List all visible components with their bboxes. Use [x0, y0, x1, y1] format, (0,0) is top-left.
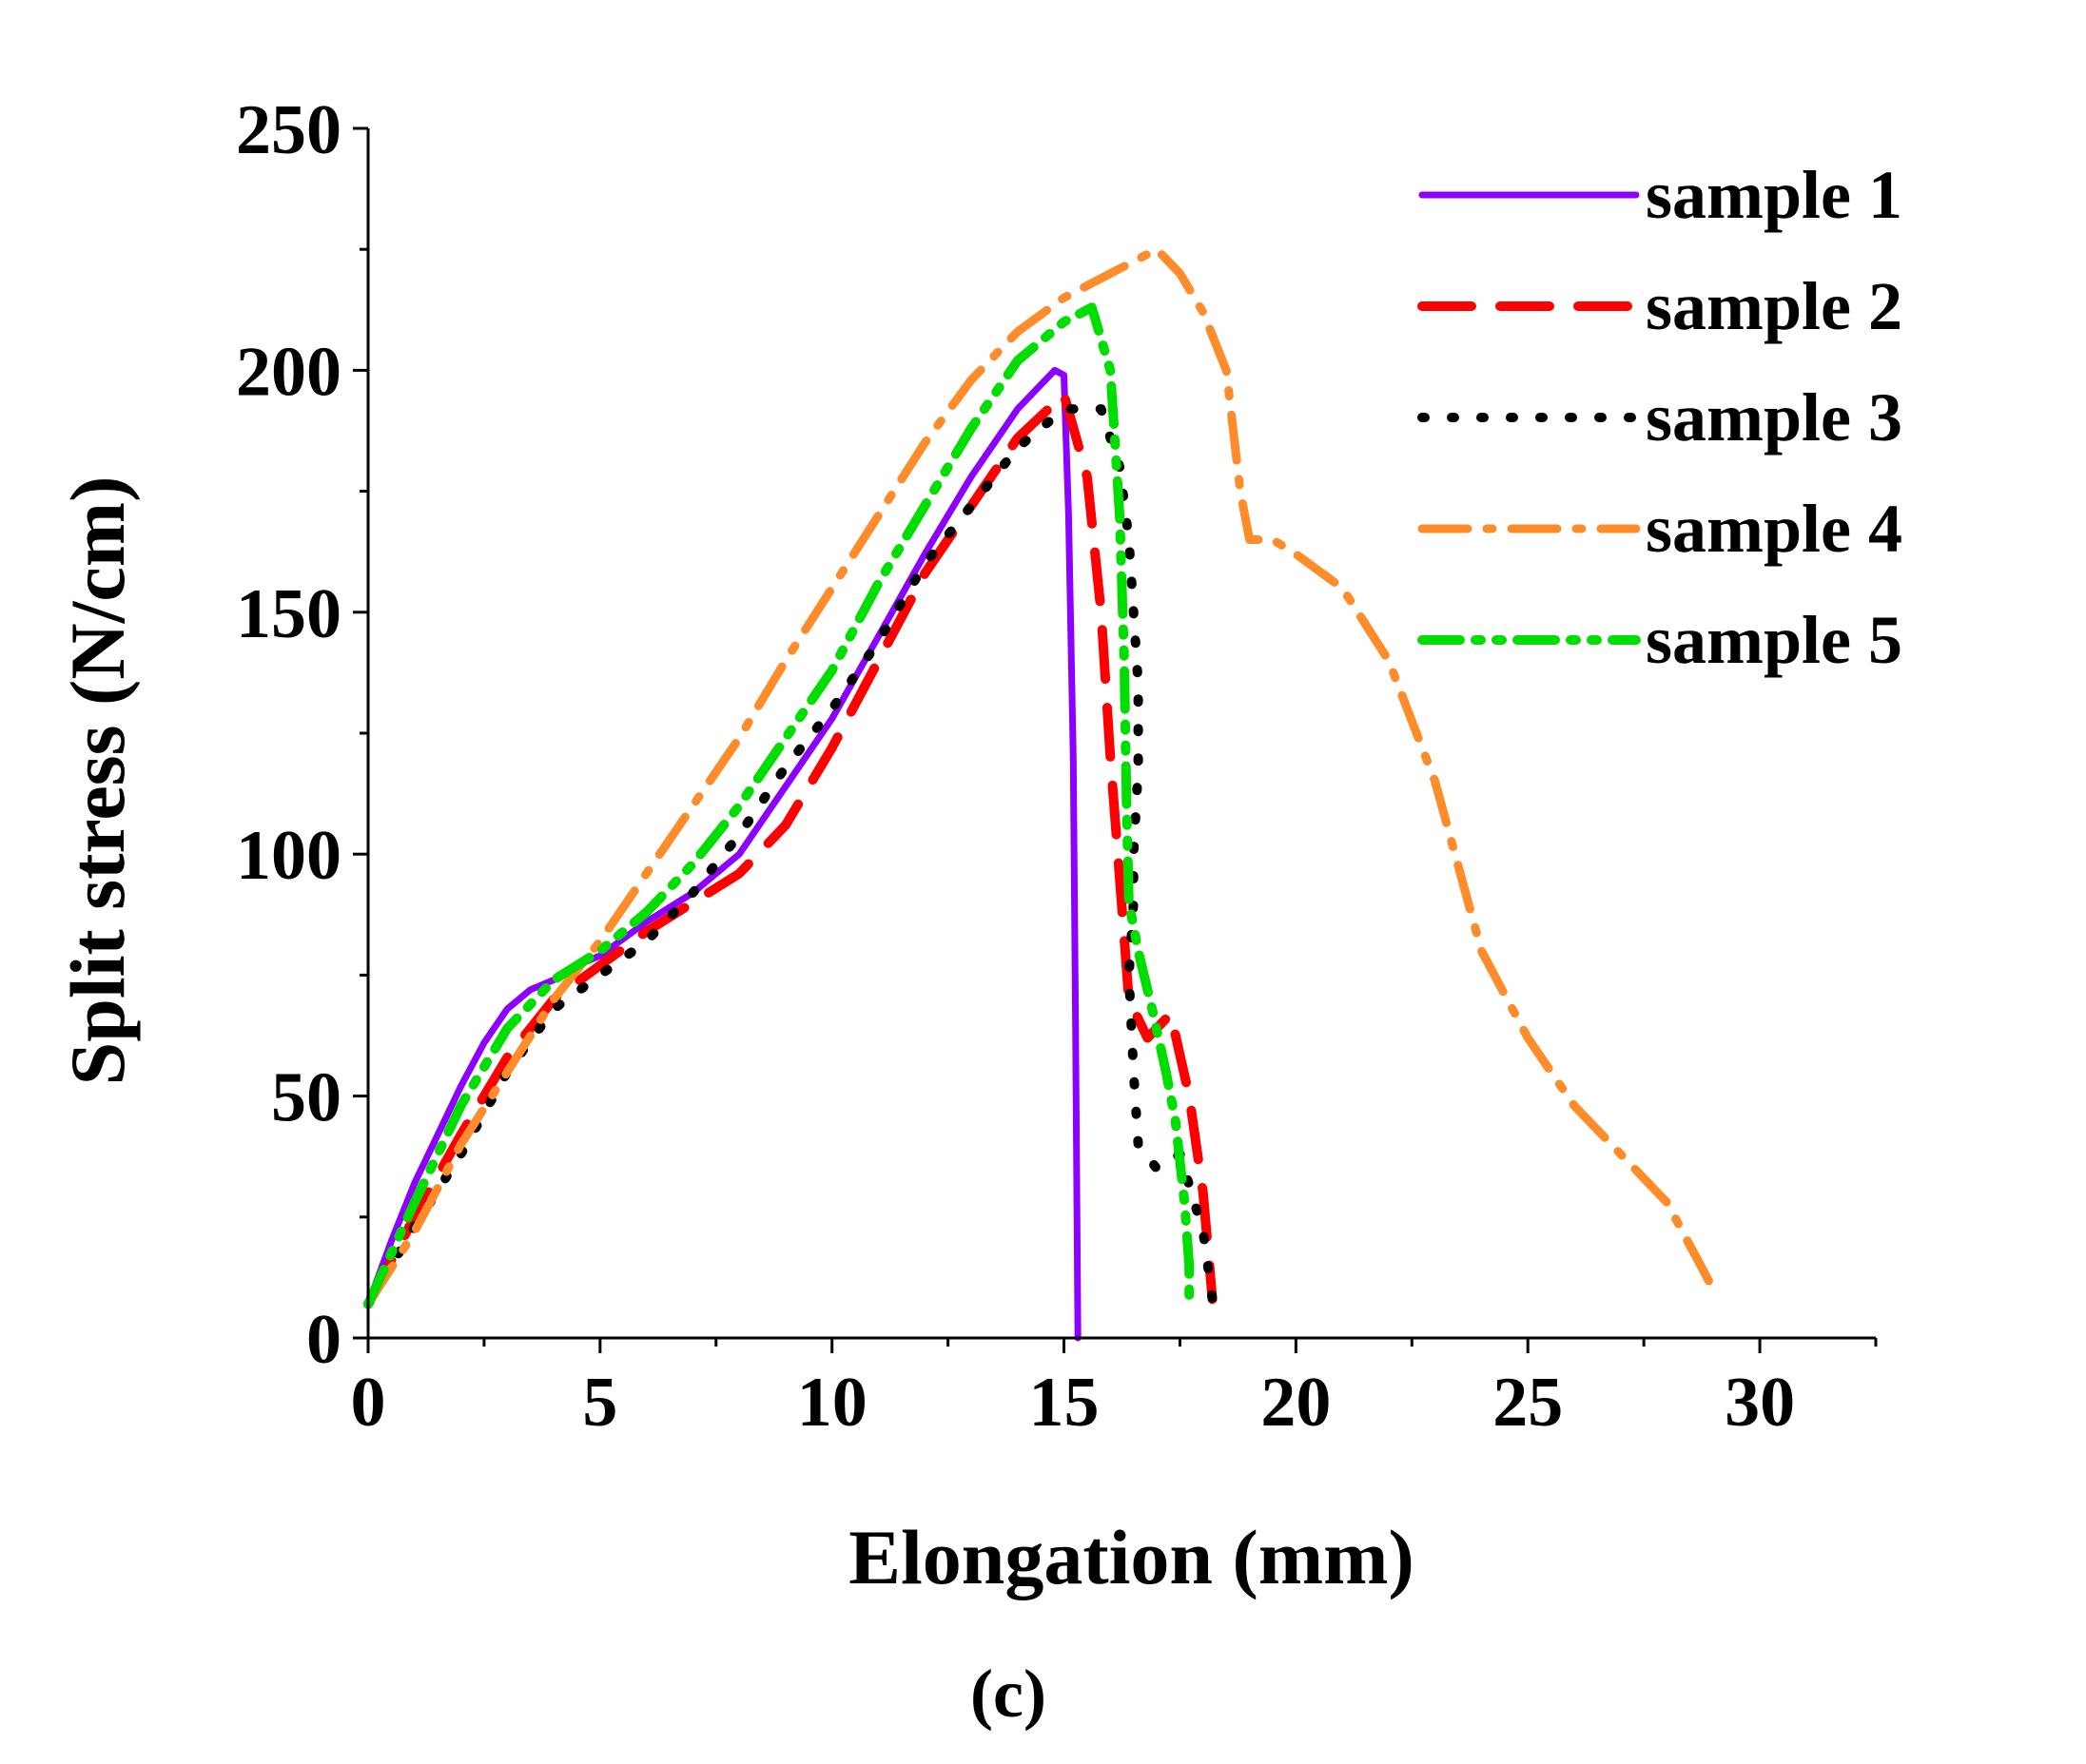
- series-line-5: [363, 302, 1195, 1309]
- series-line-1: [364, 366, 1082, 1342]
- plot-lines: [363, 244, 1718, 1342]
- legend-label-3: sample 3: [1646, 379, 1902, 456]
- y-tick-label: 0: [306, 1301, 341, 1379]
- axes: 0 5 10 15 20 25 30 0 50 100 150 200 250: [236, 91, 1878, 1442]
- series-line-2: [363, 389, 1218, 1309]
- legend: sample 1 sample 2 sample 3 sample 4 sample 5: [1417, 157, 1902, 678]
- legend-label-1: sample 1: [1646, 157, 1902, 233]
- x-tick-label: 30: [1725, 1364, 1795, 1442]
- figure-caption: (c): [970, 1656, 1046, 1732]
- y-tick-label: 100: [236, 817, 341, 895]
- x-tick-label: 5: [582, 1364, 617, 1442]
- x-tick-label: 20: [1260, 1364, 1331, 1442]
- legend-label-5: sample 5: [1646, 602, 1902, 678]
- x-tick-label: 10: [797, 1364, 868, 1442]
- y-tick-label: 50: [271, 1059, 341, 1137]
- y-tick-label: 250: [236, 91, 341, 169]
- series-line-3: [363, 404, 1218, 1309]
- legend-label-2: sample 2: [1646, 268, 1902, 344]
- y-tick-label: 150: [236, 575, 341, 653]
- series-line-4: [363, 244, 1718, 1308]
- y-axis-title: Split stress (N/cm): [54, 476, 141, 1086]
- x-tick-label: 0: [351, 1364, 386, 1442]
- y-tick-label: 200: [236, 333, 341, 411]
- x-tick-label: 15: [1029, 1364, 1100, 1442]
- legend-label-4: sample 4: [1646, 491, 1902, 567]
- x-axis-title: Elongation (mm): [848, 1514, 1414, 1600]
- x-tick-label: 25: [1492, 1364, 1563, 1442]
